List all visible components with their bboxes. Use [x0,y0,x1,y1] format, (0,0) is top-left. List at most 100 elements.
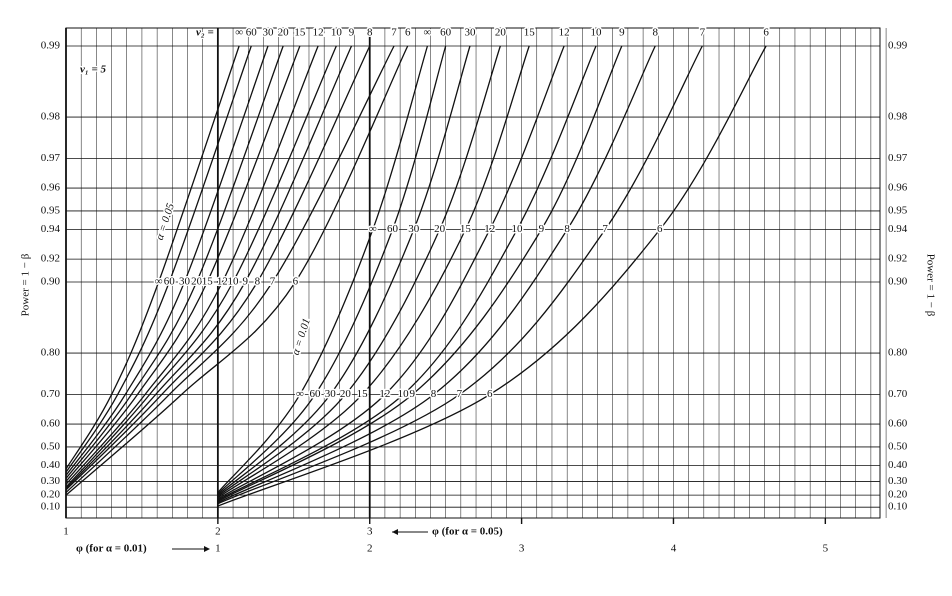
y-tick-label: 0.98 [41,111,61,123]
curve-top-label: 8 [652,27,658,39]
y2-tick-label: 0.60 [888,418,908,430]
curve-label: 10 [398,388,410,400]
power-curve [65,45,353,489]
y2-tick-label: 0.30 [888,475,908,487]
curve-label: 7 [602,223,608,235]
y2-tick-label: 0.20 [888,489,908,501]
power-curve [217,45,767,507]
y-tick-label: 0.92 [41,253,60,265]
curve-top-label: 8 [367,27,373,39]
curve-top-label: 20 [278,27,290,39]
y-tick-label: 0.80 [41,347,61,359]
y-tick-label: 0.10 [41,501,61,513]
y2-tick-label: 0.96 [888,182,908,194]
y2-tick-label: 0.40 [888,459,908,471]
y-tick-label: 0.99 [41,40,61,52]
y-tick-label: 0.30 [41,475,61,487]
y2-tick-label: 0.80 [888,347,908,359]
curve-top-label: 20 [495,27,507,39]
curves [65,45,767,507]
x-tick-label: 3 [367,526,373,538]
grid [65,27,887,524]
y2-tick-label: 0.10 [888,501,908,513]
curve-label: 15 [202,276,214,288]
power-curve [217,45,565,500]
power-curve [65,45,284,479]
curve-label: ∞ [296,388,304,400]
power-curve [217,45,703,505]
curve-top-label: 9 [619,27,625,39]
power-curve [65,45,337,488]
curve-top-label: 15 [294,27,306,39]
y2-tick-label: 0.97 [888,152,908,164]
curve-top-label: 12 [313,27,324,39]
x-tick-label: 1 [63,526,69,538]
x2-axis-title: φ (for α = 0.01) [76,543,147,555]
y-tick-label: 0.60 [41,418,61,430]
curve-label: 12 [484,223,495,235]
curve-label: 20 [340,388,352,400]
y2-tick-label: 0.92 [888,253,907,265]
curve-label: 9 [242,276,248,288]
curve-label: ∞ [155,276,163,288]
curve-label: 6 [293,276,299,288]
y2-tick-label: 0.70 [888,388,908,400]
curve-label: 30 [325,388,337,400]
curve-label: 30 [179,276,191,288]
y-tick-label: 0.95 [41,204,61,216]
curve-label: 12 [217,276,228,288]
y2-tick-label: 0.90 [888,276,908,288]
curve-label: 7 [457,388,463,400]
curve-top-label: 6 [763,27,769,39]
power-curve [217,45,530,499]
curve-top-label: 30 [464,27,476,39]
curve-top-label: ∞ [424,27,432,39]
curve-label: 6 [487,388,493,400]
y2-tick-label: 0.98 [888,111,908,123]
curve-label: 8 [431,388,437,400]
curve-label: 60 [164,276,176,288]
curve-label: 10 [512,223,524,235]
y-tick-label: 0.97 [41,152,61,164]
curve-top-label: 10 [331,27,343,39]
x2-tick-label: 5 [823,543,829,555]
power-curve [217,45,429,493]
curve-label: 6 [657,223,663,235]
curve-label: 7 [270,276,276,288]
power-curve [217,45,656,504]
x2-tick-label: 3 [519,543,525,555]
y-tick-label: 0.20 [41,489,61,501]
y2-tick-label: 0.99 [888,40,908,52]
curve-top-label: 6 [405,27,411,39]
power-curve [65,45,269,476]
x-axis-title: φ (for α = 0.05) [432,526,503,538]
curve-label: 60 [387,223,399,235]
curve-label: 60 [310,388,322,400]
power-curve [65,45,395,494]
curve-top-label: 7 [391,27,397,39]
y-axis-title: Power = 1 − β [20,253,32,316]
x-tick-label: 2 [215,526,221,538]
power-curve [217,45,447,495]
y-tick-label: 0.90 [41,276,61,288]
x-axis-arrowhead [392,529,398,535]
curve-label: 20 [191,276,203,288]
x2-tick-label: 1 [215,543,221,555]
curve-label: 12 [379,388,390,400]
power-curve [65,45,252,473]
curve-label: 10 [228,276,240,288]
curve-top-label: ∞ [235,27,243,39]
curve-top-label: 15 [524,27,536,39]
curve-top-label: 9 [349,27,355,39]
curve-label: 15 [460,223,472,235]
y2-axis-title: Power = 1 − β [924,254,936,317]
y2-tick-label: 0.95 [888,204,908,216]
y-tick-label: 0.40 [41,459,61,471]
curve-top-label: 12 [559,27,570,39]
curve-label: 30 [408,223,420,235]
power-curve [65,45,240,470]
curve-label: 9 [539,223,545,235]
power-curve [217,45,501,497]
x2-axis-arrowhead [204,546,210,552]
